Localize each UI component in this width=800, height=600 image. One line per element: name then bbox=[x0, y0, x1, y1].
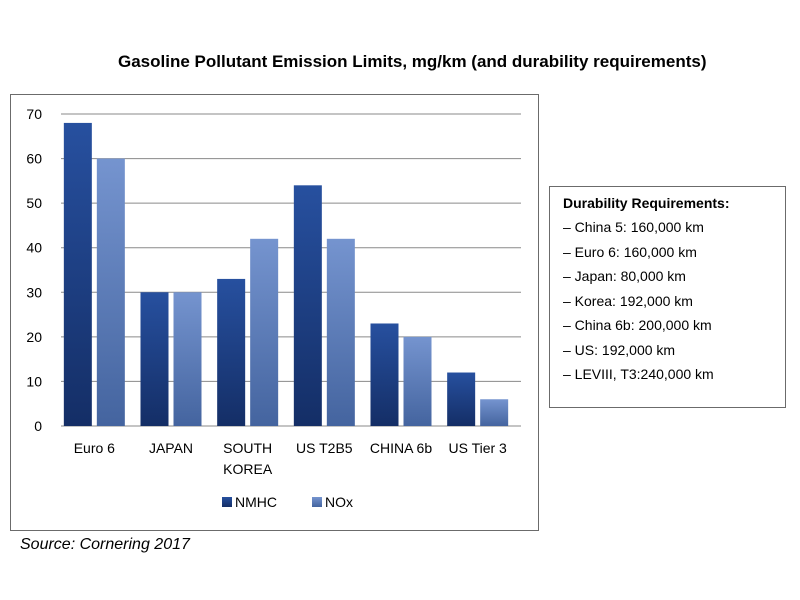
x-tick-label: SOUTH bbox=[223, 440, 272, 456]
bar-nox bbox=[173, 292, 202, 426]
x-tick-label: Euro 6 bbox=[74, 440, 115, 456]
x-tick-label: JAPAN bbox=[149, 440, 193, 456]
bar-nmhc bbox=[447, 372, 476, 426]
y-tick-label: 20 bbox=[26, 329, 42, 345]
bar-nox bbox=[96, 158, 125, 427]
bar-nmhc bbox=[140, 292, 169, 426]
bar-nmhc bbox=[370, 323, 399, 426]
bar-chart: 0 10 20 30 40 50 60 70 Euro 6 JAPAN SOUTH KOREA US T… bbox=[26, 106, 521, 510]
y-tick-label: 70 bbox=[26, 106, 42, 122]
legend-swatch bbox=[222, 497, 232, 507]
bar-nox bbox=[326, 238, 355, 426]
y-tick-label: 0 bbox=[34, 418, 42, 434]
y-tick-label: 50 bbox=[26, 195, 42, 211]
durability-requirements-box: Durability Requirements: – China 5: 160,… bbox=[549, 186, 786, 408]
x-tick-label: US T2B5 bbox=[296, 440, 353, 456]
bar-nox bbox=[403, 336, 432, 426]
legend-label: NOx bbox=[325, 494, 353, 510]
y-tick-label: 40 bbox=[26, 240, 42, 256]
chart-title: Gasoline Pollutant Emission Limits, mg/k… bbox=[118, 52, 707, 71]
durability-item: – China 6b: 200,000 km bbox=[563, 317, 712, 333]
x-tick-label: CHINA 6b bbox=[370, 440, 432, 456]
durability-item: – Euro 6: 160,000 km bbox=[563, 243, 697, 260]
y-tick-label: 10 bbox=[26, 373, 42, 389]
bar-nox bbox=[480, 399, 509, 426]
durability-item: – US: 192,000 km bbox=[563, 341, 676, 358]
durability-item: – China 5: 160,000 km bbox=[563, 219, 704, 235]
durability-item: – LEVIII, T3:240,000 km bbox=[563, 366, 714, 382]
bar-nox bbox=[250, 238, 279, 426]
bar-nmhc bbox=[63, 122, 92, 427]
durability-item: – Japan: 80,000 km bbox=[563, 268, 686, 284]
y-tick-label: 30 bbox=[26, 284, 42, 300]
durability-item: – Korea: 192,000 km bbox=[563, 292, 693, 309]
bar-nmhc bbox=[217, 278, 246, 426]
y-tick-label: 60 bbox=[26, 151, 42, 167]
durability-title: Durability Requirements: bbox=[563, 195, 730, 211]
chart-area: 0 10 20 30 40 50 60 70 Euro 6 JAPAN SOUTH KOREA US T… bbox=[10, 94, 539, 531]
x-tick-label: US Tier 3 bbox=[448, 440, 507, 456]
bar-nmhc bbox=[293, 185, 322, 426]
source-note: Source: Cornering 2017 bbox=[20, 536, 190, 553]
legend-label: NMHC bbox=[235, 494, 277, 510]
legend-swatch bbox=[312, 497, 322, 507]
x-tick-label: KOREA bbox=[223, 461, 273, 477]
